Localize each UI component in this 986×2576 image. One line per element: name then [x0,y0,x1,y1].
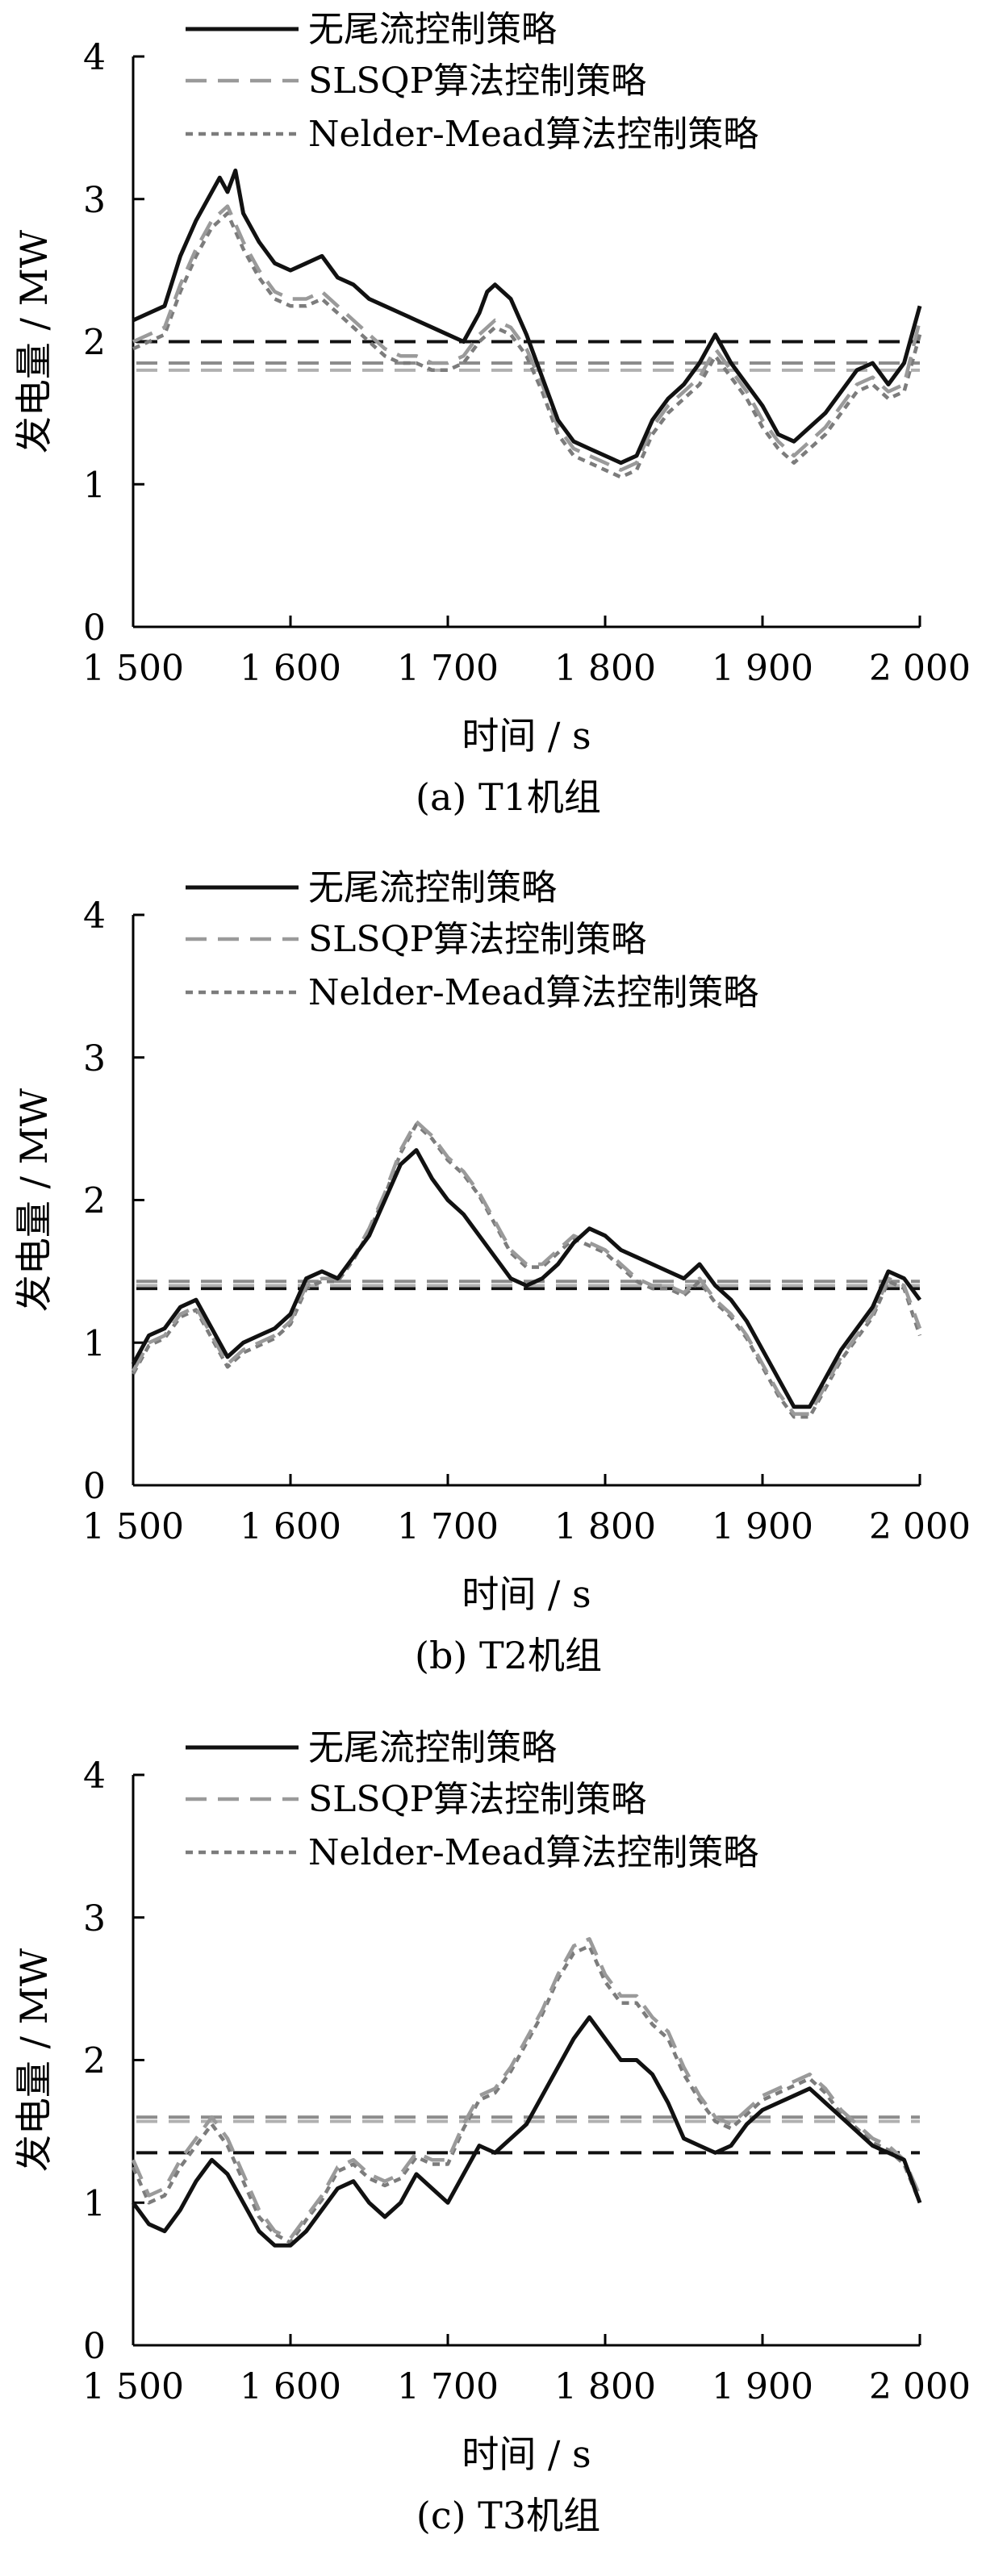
y-axis-label: 发电量 / MW [12,1948,56,2172]
legend-label-3: Nelder-Mead算法控制策略 [308,114,758,155]
figure-caption: (a) T1机组 [416,775,601,819]
y-tick-label: 0 [83,2326,106,2367]
x-tick-label: 1 700 [397,2366,499,2407]
legend-label-2: SLSQP算法控制策略 [308,61,646,102]
y-axis-label: 发电量 / MW [12,229,56,453]
legend: 无尾流控制策略 SLSQP算法控制策略 Nelder-Mead算法控制策略 [186,1727,758,1873]
y-tick-label: 3 [83,180,106,221]
y-axis-label: 发电量 / MW [12,1088,56,1312]
x-tick-label: 1 800 [554,2366,656,2407]
x-tick-label: 1 800 [554,648,656,689]
y-tick-label: 4 [83,1756,106,1797]
chart-panel-1: 0 1 2 3 4 1 500 1 600 1 700 1 800 1 900 2 000 无尾流控制… [12,9,971,819]
x-tick-label: 1 500 [82,1506,184,1547]
series-line-3 [132,211,922,479]
x-tick-label: 1 900 [712,648,813,689]
x-tick-label: 1 600 [240,2366,341,2407]
series-line-2 [131,1937,922,2240]
y-tick-label: 2 [83,323,106,364]
x-tick-label: 2 000 [869,2366,971,2407]
series-line-1 [131,2015,922,2248]
chart-panel-2: 0 1 2 3 4 1 500 1 600 1 700 1 800 1 900 2 000 无尾流控制… [12,867,971,1677]
x-tick-label: 1 700 [397,648,499,689]
series-line-3 [132,1122,922,1419]
x-tick-label: 1 700 [397,1506,499,1547]
x-tick-label: 1 900 [712,1506,813,1547]
legend-label-3: Nelder-Mead算法控制策略 [308,1832,758,1873]
x-tick-label: 1 600 [240,1506,341,1547]
chart-panel-3: 0 1 2 3 4 1 500 1 600 1 700 1 800 1 900 2 000 无尾流控制… [12,1727,971,2537]
legend-label-1: 无尾流控制策略 [308,9,557,50]
x-axis-label: 时间 / s [462,714,591,758]
x-tick-label: 2 000 [869,1506,971,1547]
series-line-1 [131,1148,922,1409]
series-line-3 [131,1943,922,2244]
x-tick-label: 1 800 [554,1506,656,1547]
x-axis-label: 时间 / s [462,1572,591,1616]
figure-caption: (c) T3机组 [416,2494,600,2537]
y-tick-label: 4 [83,37,106,78]
series-line-2 [132,1120,922,1416]
y-tick-label: 1 [83,1323,106,1364]
series-line-1 [132,168,922,466]
y-tick-label: 1 [83,465,106,506]
y-tick-label: 0 [83,607,106,649]
y-tick-label: 2 [83,1181,106,1222]
legend: 无尾流控制策略 SLSQP算法控制策略 Nelder-Mead算法控制策略 [186,867,758,1013]
series-line-2 [132,204,922,472]
legend-label-2: SLSQP算法控制策略 [308,1779,646,1820]
legend-label-3: Nelder-Mead算法控制策略 [308,972,758,1013]
y-tick-label: 3 [83,1898,106,1939]
legend-label-2: SLSQP算法控制策略 [308,919,646,960]
x-tick-label: 1 900 [712,2366,813,2407]
y-tick-label: 2 [83,2041,106,2082]
figure-caption: (b) T2机组 [415,1634,602,1677]
x-tick-label: 1 500 [82,2366,184,2407]
y-tick-label: 3 [83,1038,106,1079]
x-tick-label: 2 000 [869,648,971,689]
legend-label-1: 无尾流控制策略 [308,1727,557,1768]
x-tick-label: 1 500 [82,648,184,689]
y-tick-label: 1 [83,2183,106,2224]
x-tick-label: 1 600 [240,648,341,689]
legend-label-1: 无尾流控制策略 [308,867,557,908]
y-tick-label: 0 [83,1466,106,1507]
legend: 无尾流控制策略 SLSQP算法控制策略 Nelder-Mead算法控制策略 [186,9,758,155]
x-axis-label: 时间 / s [462,2432,591,2476]
y-tick-label: 4 [83,896,106,937]
